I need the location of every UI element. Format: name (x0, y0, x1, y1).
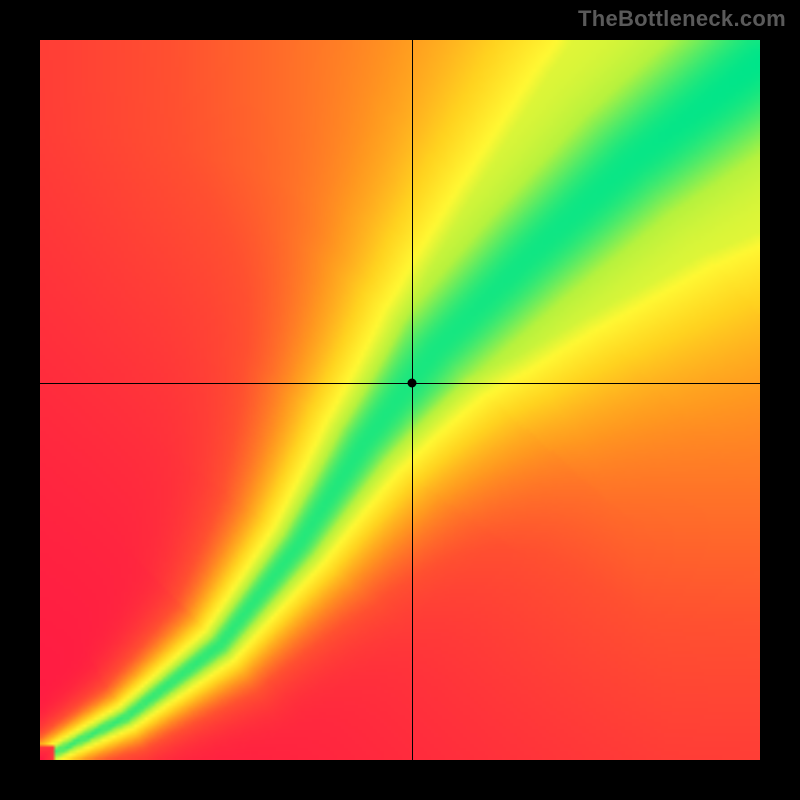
watermark: TheBottleneck.com (578, 6, 786, 32)
crosshair-dot (407, 378, 416, 387)
crosshair-horizontal (40, 383, 760, 384)
crosshair-vertical (412, 40, 413, 760)
heatmap-canvas (40, 40, 760, 760)
heatmap-plot (40, 40, 760, 760)
